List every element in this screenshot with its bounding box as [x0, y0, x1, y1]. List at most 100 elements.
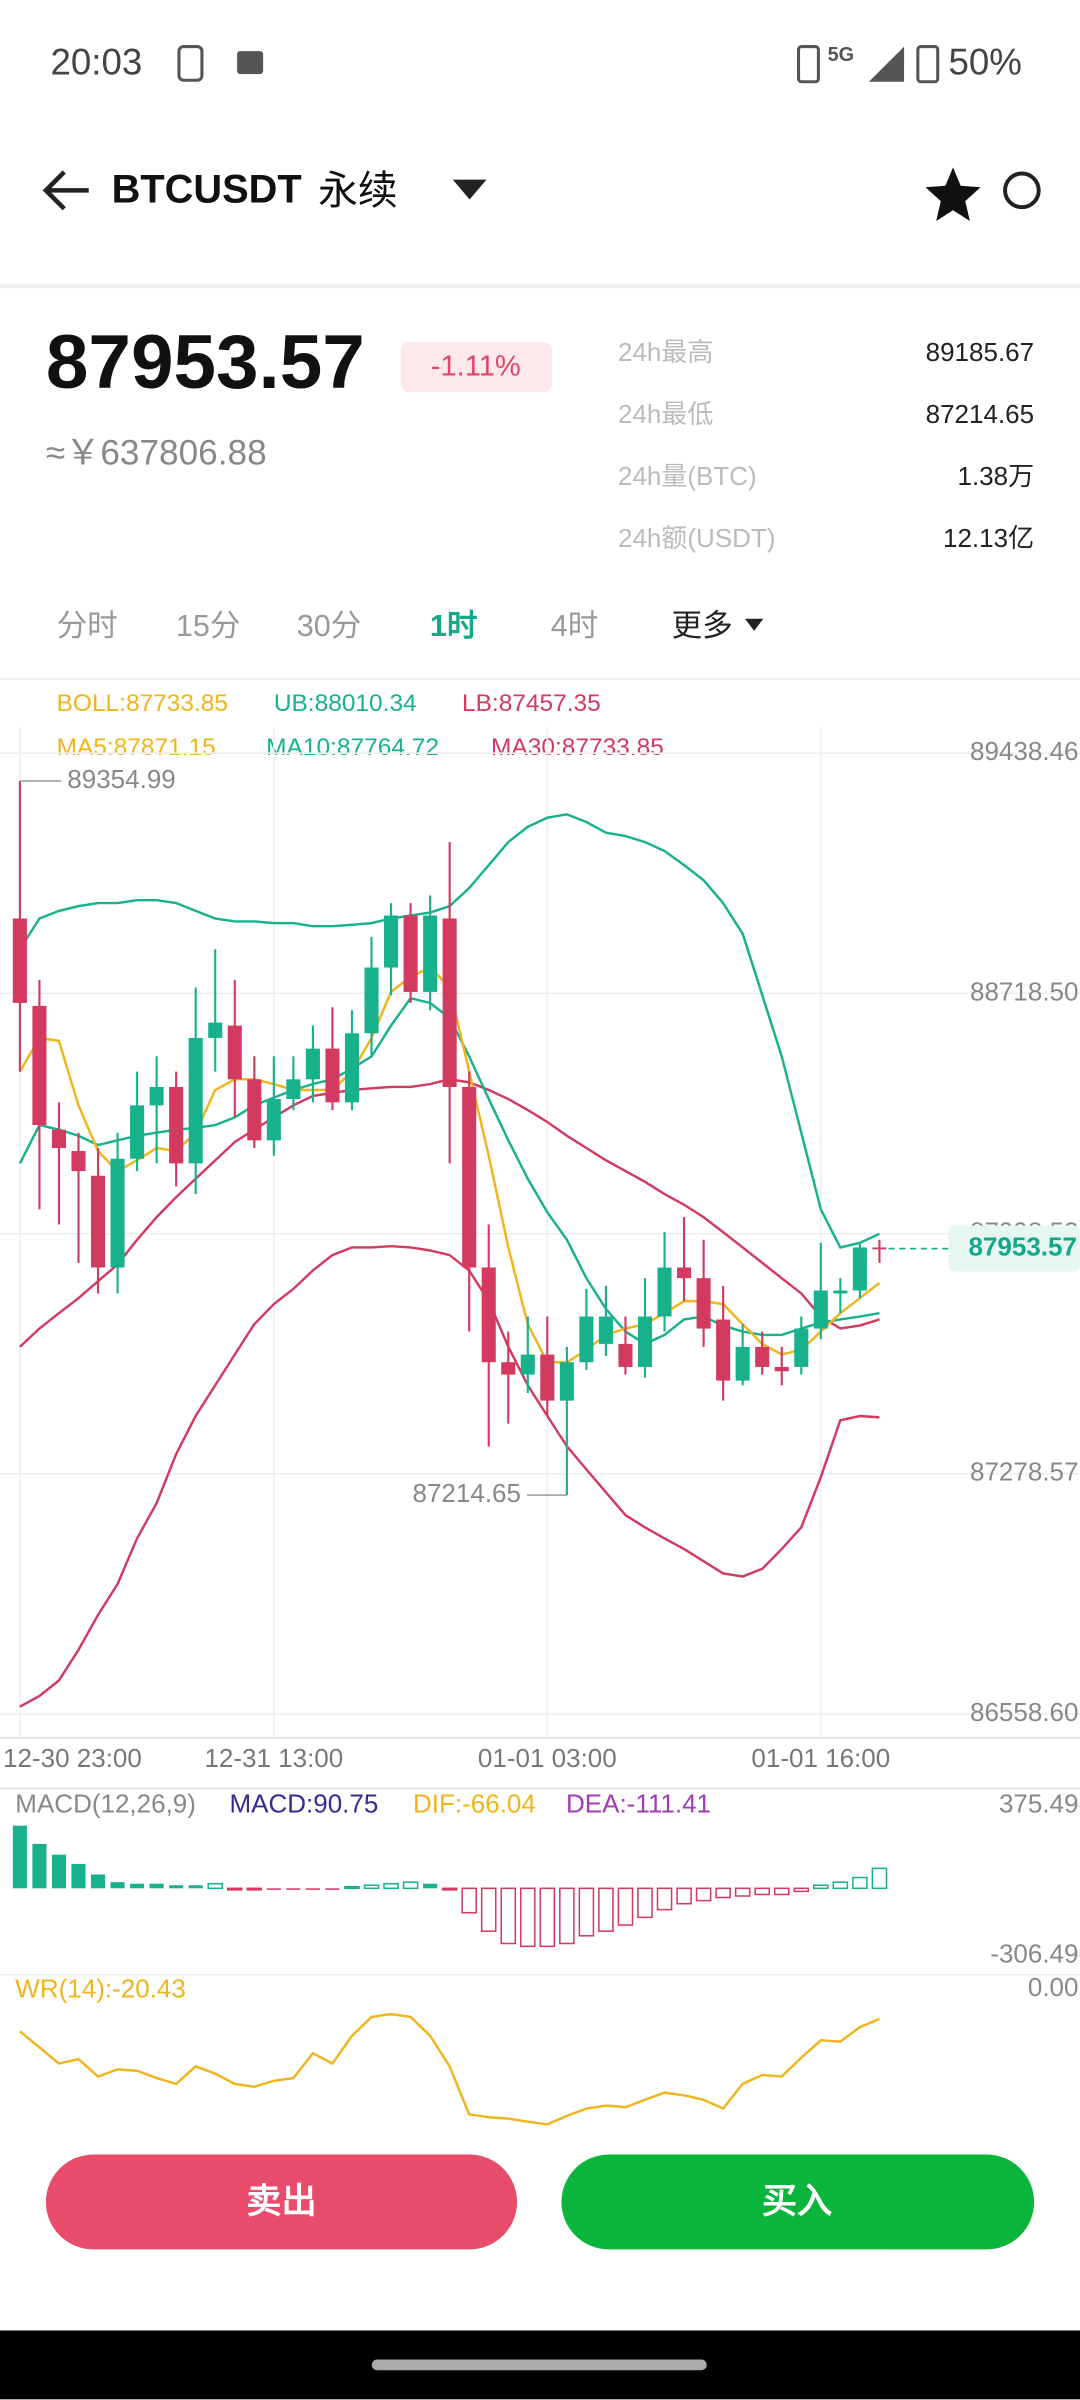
y-tick-label: 86558.60: [970, 1697, 1078, 1727]
macd-bar: [676, 1887, 692, 1905]
interval-tab[interactable]: 4时: [551, 609, 599, 643]
min-label: 87214.65: [413, 1478, 521, 1508]
stats: 24h最高 89185.67 24h最低 87214.65 24h量(BTC) 1.38万…: [618, 337, 1034, 553]
interval-tab[interactable]: 更多: [672, 609, 733, 643]
candle-body: [12, 918, 27, 1003]
wr-tick-label: 0.00: [1028, 1972, 1079, 2002]
more-dropdown: [744, 618, 764, 631]
macd-legend: DIF:-66.04: [413, 1789, 536, 1819]
share-icon[interactable]: [1003, 171, 1041, 210]
candle-body: [462, 1086, 477, 1268]
cny-price: ≈￥637806.88: [46, 433, 267, 472]
candle-body: [423, 915, 438, 992]
battery-icon: [916, 45, 940, 84]
indicator-legend: UB:88010.34: [274, 690, 417, 717]
candle-body: [169, 1086, 184, 1164]
candle-body: [735, 1346, 750, 1381]
macd-bar: [32, 1843, 47, 1889]
symbol-dropdown[interactable]: [452, 179, 487, 200]
candle-body: [813, 1290, 828, 1329]
macd-bar: [130, 1883, 145, 1889]
status-icon: [237, 51, 264, 75]
macd-bar: [305, 1888, 320, 1890]
macd-bar: [519, 1887, 536, 1948]
candle-body: [598, 1316, 613, 1344]
interval-tab[interactable]: 30分: [297, 609, 362, 643]
y-tick-label: 89438.46: [970, 736, 1078, 766]
indicator-legend: MA5:87871.15: [57, 734, 216, 761]
stat-label: 24h量(BTC): [618, 461, 757, 491]
candle-body: [90, 1175, 106, 1268]
y-tick-label: 87278.57: [970, 1457, 1078, 1487]
indicator-legend: MA30:87733.85: [491, 734, 664, 761]
indicator-legend: BOLL:87733.85: [57, 690, 228, 717]
home-indicator[interactable]: [371, 2359, 707, 2371]
max-label: 89354.99: [67, 764, 175, 794]
candle-body: [520, 1354, 535, 1375]
macd-bar: [441, 1887, 458, 1891]
stat-value: 87214.65: [926, 399, 1034, 429]
macd-bar: [226, 1887, 243, 1891]
macd-bar: [90, 1874, 106, 1889]
candle-body: [696, 1278, 711, 1329]
stat-value: 1.38万: [957, 461, 1034, 491]
back-button[interactable]: [42, 170, 89, 211]
buy-button[interactable]: [561, 2154, 1035, 2250]
interval-tab[interactable]: 1时: [430, 609, 478, 643]
favorite-star[interactable]: [925, 167, 981, 221]
macd-bar: [480, 1887, 497, 1932]
macd-bar: [286, 1888, 301, 1890]
candle-body: [579, 1316, 594, 1363]
macd-bar: [461, 1887, 477, 1914]
candle-body: [442, 918, 457, 1087]
status-time: 20:03: [50, 42, 142, 83]
candle-body: [32, 1005, 47, 1126]
macd-bar: [813, 1884, 829, 1890]
macd-bar: [110, 1882, 125, 1889]
macd-bar: [637, 1887, 653, 1919]
divider: [0, 1736, 1080, 1739]
intervals: 分时 15分 30分 1时 4时 更多: [57, 609, 764, 643]
y-tick-label: 88718.50: [970, 976, 1078, 1006]
macd-bar: [246, 1887, 263, 1891]
candle-body: [188, 1037, 203, 1164]
macd-bar: [734, 1887, 751, 1897]
symbol: BTCUSDT: [112, 167, 302, 211]
wr-legend: WR(14):-20.43: [15, 1974, 186, 2004]
candle-body: [637, 1316, 653, 1367]
indicator-legend: MA10:87764.72: [266, 734, 439, 761]
macd-bar: [266, 1888, 281, 1890]
stat-value: 89185.67: [926, 337, 1034, 367]
stat-label: 24h额(USDT): [618, 523, 775, 553]
indicator-line: [19, 1244, 880, 1708]
change-pill: [400, 341, 553, 393]
candle-body: [618, 1343, 633, 1367]
candle-body: [266, 1098, 281, 1141]
candle-body: [403, 915, 418, 992]
macd-bar: [325, 1888, 340, 1890]
interval-tab[interactable]: 分时: [57, 609, 118, 643]
candle-body: [71, 1151, 86, 1172]
x-tick-label: 12-31 13:00: [204, 1743, 343, 1773]
macd-legend: MACD:90.75: [229, 1789, 378, 1819]
macd-bar: [383, 1882, 399, 1890]
candle-body: [716, 1319, 731, 1381]
macd-bar: [754, 1887, 771, 1896]
sell-button[interactable]: [45, 2154, 518, 2250]
macd-tick-label: 375.49: [999, 1789, 1079, 1819]
sell-label: 卖出: [246, 2182, 316, 2221]
candle-body: [51, 1129, 66, 1149]
interval-tab[interactable]: 15分: [176, 609, 241, 643]
macd-bar: [598, 1887, 614, 1932]
macd-bar: [559, 1887, 575, 1945]
macd-tick-label: -306.49: [990, 1939, 1078, 1969]
status-icon: [796, 45, 820, 84]
candle-body: [755, 1346, 770, 1367]
macd-bar: [539, 1887, 556, 1948]
x-tick-label: 01-01 03:00: [478, 1743, 617, 1773]
candle-body: [540, 1354, 555, 1401]
candle-body: [364, 967, 379, 1034]
macd-bar: [188, 1885, 203, 1889]
candle-body: [227, 1025, 242, 1080]
